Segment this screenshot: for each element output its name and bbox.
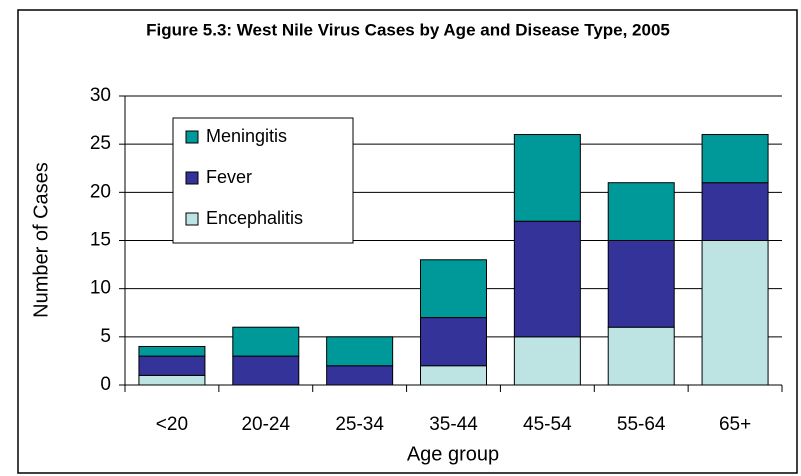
bar-segment [138, 355, 206, 376]
y-axis-label: Number of Cases [30, 162, 52, 318]
legend-swatch [185, 212, 199, 226]
bar-segment [701, 134, 769, 184]
legend-label: Fever [206, 167, 252, 187]
y-tick-label: 0 [100, 374, 111, 395]
bar-segment [138, 345, 206, 357]
x-tick-label: 45-54 [523, 414, 572, 435]
bar-segment [513, 220, 581, 338]
bar-segment [513, 134, 581, 222]
bar-segment [326, 365, 394, 386]
x-axis-label: Age group [407, 443, 499, 465]
bar-segment [701, 240, 769, 386]
y-tick-label: 25 [90, 133, 111, 154]
bar-segment [420, 259, 487, 319]
bar-segment [607, 240, 675, 328]
bar-segment [420, 365, 487, 386]
bar-segment [326, 336, 394, 367]
legend-label: Meningitis [206, 126, 287, 146]
x-tick-label: <20 [156, 414, 188, 435]
chart-title: Figure 5.3: West Nile Virus Cases by Age… [146, 20, 670, 39]
x-tick-label: 65+ [719, 414, 751, 435]
bar-segment [232, 326, 300, 357]
frame [17, 9, 798, 474]
x-tick-label: 35-44 [429, 414, 478, 435]
bar-segment [138, 374, 206, 386]
x-tick-label: 25-34 [335, 414, 384, 435]
legend-label: Encephalitis [206, 208, 303, 228]
bar-segment [513, 336, 581, 386]
y-tick-label: 10 [90, 278, 111, 299]
y-tick-label: 30 [90, 85, 111, 106]
bar-segment [701, 182, 769, 241]
y-tick-label: 20 [90, 181, 111, 202]
bar-segment [607, 326, 675, 386]
bar-segment [232, 355, 300, 386]
y-tick-label: 15 [90, 230, 111, 251]
y-tick-label: 5 [100, 326, 111, 347]
x-tick-label: 20-24 [241, 414, 290, 435]
bar-segment [420, 317, 487, 367]
x-tick-label: 55-64 [617, 414, 666, 435]
legend-swatch [185, 171, 199, 185]
bar-segment [607, 182, 675, 241]
legend-box [172, 117, 354, 244]
legend-swatch [185, 130, 199, 144]
legend: Meningitis Fever Encephalitis [172, 117, 354, 244]
